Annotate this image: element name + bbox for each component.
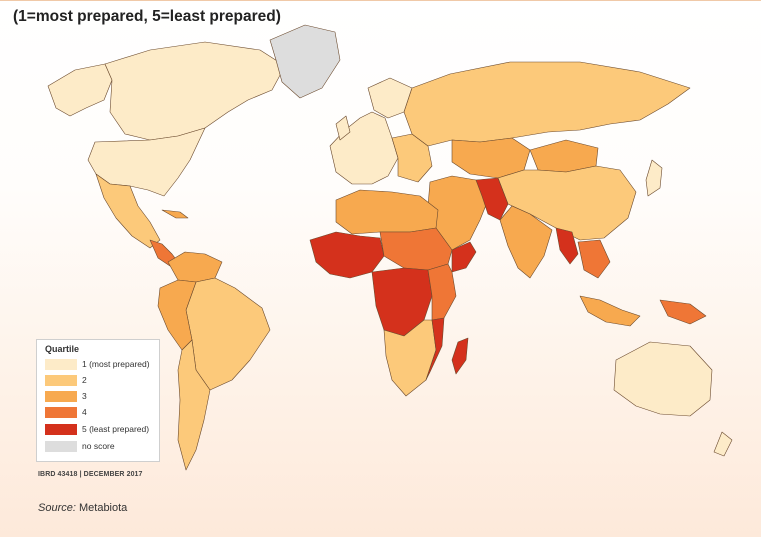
region-east-africa [427, 263, 457, 321]
map-title: (1=most prepared, 5=least prepared) [13, 8, 281, 25]
region-india [499, 205, 553, 279]
region-mozambique [425, 317, 445, 381]
legend-swatch-q3 [45, 391, 77, 402]
legend-label-q2: 2 [82, 375, 87, 385]
legend-label-q5: 5 (least prepared) [82, 424, 150, 434]
source-line: Source: Metabiota [38, 502, 127, 514]
region-madagascar [451, 337, 469, 375]
region-cuba [161, 209, 189, 219]
region-papua [659, 299, 707, 325]
region-west-africa [309, 231, 385, 279]
legend-swatch-q5 [45, 424, 77, 435]
map-id-label: IBRD 43418 | DECEMBER 2017 [38, 471, 143, 478]
legend-label-no-score: no score [82, 441, 115, 451]
region-china [497, 165, 637, 241]
region-greenland [269, 24, 341, 99]
region-horn-of-africa [451, 241, 477, 273]
region-new-zealand [713, 431, 733, 457]
region-colombia-venezuela [167, 251, 223, 283]
legend-label-q1: 1 (most prepared) [82, 359, 150, 369]
legend-title: Quartile [45, 344, 80, 354]
legend-swatch-no-score [45, 441, 77, 452]
source-label: Source: [38, 502, 76, 514]
legend-swatch-q1 [45, 359, 77, 370]
region-argentina-chile [177, 339, 211, 471]
region-mongolia [529, 139, 599, 173]
legend-label-q3: 3 [82, 391, 87, 401]
legend-label-q4: 4 [82, 407, 87, 417]
region-southeast-asia [577, 239, 611, 279]
region-mexico [95, 173, 161, 249]
region-myanmar [555, 227, 579, 265]
region-russia [403, 61, 691, 147]
source-value: Metabiota [78, 502, 128, 514]
region-indonesia [579, 295, 641, 327]
region-australia [613, 341, 713, 417]
region-alaska [47, 63, 113, 117]
legend-swatch-q4 [45, 407, 77, 418]
legend-swatch-q2 [45, 375, 77, 386]
region-north-africa [335, 189, 439, 235]
legend: Quartile 1 (most prepared) 2 3 4 5 (leas… [36, 339, 160, 462]
region-canada [104, 41, 286, 141]
top-rule [0, 0, 761, 1]
region-uk [335, 115, 351, 141]
region-japan [645, 159, 663, 197]
